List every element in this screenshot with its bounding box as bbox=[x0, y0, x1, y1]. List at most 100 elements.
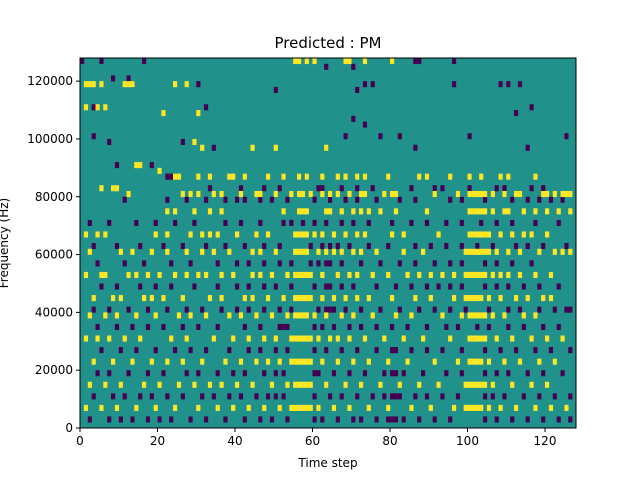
high-cell-132 bbox=[153, 231, 158, 238]
low-cell-368 bbox=[351, 416, 356, 423]
low-cell-16 bbox=[452, 81, 457, 88]
high-cell-267 bbox=[320, 295, 325, 302]
high-cell-327 bbox=[169, 335, 174, 342]
high-cell-115 bbox=[424, 208, 430, 215]
y-tick-label-2: 40000 bbox=[35, 305, 73, 319]
low-cell-336 bbox=[382, 393, 387, 400]
low-cell-96 bbox=[324, 219, 329, 226]
low-cell-29 bbox=[211, 144, 216, 151]
high-cell-289 bbox=[114, 312, 120, 319]
high-cell-191 bbox=[467, 248, 472, 255]
high-cell-275 bbox=[452, 295, 457, 302]
high-cell-162 bbox=[521, 231, 526, 238]
high-cell-328 bbox=[184, 335, 189, 342]
high-cell-342 bbox=[335, 335, 340, 342]
high-cell-228 bbox=[347, 271, 352, 278]
low-cell-46 bbox=[320, 185, 325, 192]
high-cell-166 bbox=[118, 248, 123, 255]
high-cell-110 bbox=[351, 208, 356, 215]
high-cell-356 bbox=[529, 335, 534, 342]
high-cell-159 bbox=[486, 231, 492, 238]
high-cell-322 bbox=[83, 335, 89, 342]
high-cell-181 bbox=[316, 248, 321, 255]
low-cell-343 bbox=[455, 393, 461, 400]
low-cell-195 bbox=[107, 306, 112, 313]
high-cell-401 bbox=[207, 381, 213, 388]
low-cell-306 bbox=[401, 370, 406, 377]
low-cell-141 bbox=[188, 260, 193, 267]
low-cell-80 bbox=[537, 196, 542, 203]
high-cell-192 bbox=[471, 248, 476, 255]
high-cell-218 bbox=[258, 271, 263, 278]
high-cell-56 bbox=[111, 185, 116, 192]
y-tick-label-1: 20000 bbox=[35, 363, 73, 377]
high-cell-249 bbox=[91, 295, 96, 302]
low-cell-50 bbox=[409, 185, 414, 192]
low-cell-323 bbox=[200, 393, 205, 400]
high-cell-361 bbox=[130, 358, 135, 365]
high-cell-57 bbox=[114, 185, 120, 192]
high-cell-269 bbox=[343, 295, 348, 302]
low-cell-17 bbox=[498, 81, 503, 88]
high-cell-73 bbox=[328, 190, 333, 198]
low-cell-121 bbox=[320, 243, 325, 250]
low-cell-253 bbox=[521, 323, 526, 331]
high-cell-197 bbox=[494, 248, 499, 255]
high-cell-161 bbox=[510, 231, 515, 238]
low-cell-124 bbox=[347, 243, 352, 250]
high-cell-306 bbox=[339, 312, 344, 319]
high-cell-194 bbox=[479, 248, 484, 255]
high-cell-290 bbox=[134, 312, 139, 319]
high-cell-350 bbox=[471, 335, 476, 342]
low-cell-166 bbox=[138, 283, 143, 290]
low-cell-58 bbox=[122, 196, 127, 203]
high-cell-465 bbox=[564, 404, 569, 411]
high-cell-297 bbox=[254, 312, 259, 319]
low-cell-338 bbox=[393, 393, 399, 400]
high-cell-171 bbox=[200, 248, 205, 255]
low-cell-161 bbox=[494, 260, 499, 267]
high-cell-200 bbox=[537, 248, 542, 255]
high-cell-450 bbox=[366, 404, 371, 411]
high-cell-244 bbox=[498, 271, 503, 278]
high-cell-291 bbox=[153, 312, 158, 319]
low-cell-125 bbox=[366, 243, 371, 250]
low-cell-142 bbox=[215, 260, 220, 267]
low-cell-191 bbox=[521, 283, 526, 290]
low-cell-266 bbox=[273, 347, 278, 354]
low-cell-131 bbox=[475, 243, 480, 250]
high-cell-38 bbox=[281, 173, 286, 180]
high-cell-458 bbox=[475, 404, 480, 411]
high-cell-44 bbox=[355, 173, 360, 180]
low-cell-365 bbox=[312, 416, 317, 423]
low-cell-217 bbox=[448, 306, 453, 313]
high-cell-106 bbox=[304, 208, 309, 215]
high-cell-1 bbox=[87, 81, 92, 88]
plot-frame bbox=[79, 57, 577, 429]
high-cell-279 bbox=[475, 295, 480, 302]
high-cell-31 bbox=[176, 173, 182, 180]
high-cell-29 bbox=[157, 167, 162, 174]
low-cell-285 bbox=[95, 370, 100, 377]
low-cell-59 bbox=[165, 196, 170, 203]
high-cell-347 bbox=[421, 335, 426, 342]
low-cell-117 bbox=[242, 243, 247, 250]
low-cell-274 bbox=[393, 347, 399, 354]
low-cell-14 bbox=[362, 81, 368, 88]
high-cell-139 bbox=[254, 231, 259, 238]
low-cell-377 bbox=[448, 416, 453, 423]
low-cell-249 bbox=[455, 323, 461, 331]
low-cell-178 bbox=[328, 283, 333, 290]
high-cell-93 bbox=[545, 190, 550, 198]
low-cell-103 bbox=[444, 219, 449, 226]
low-cell-25 bbox=[529, 104, 534, 111]
high-cell-46 bbox=[386, 173, 391, 180]
low-cell-111 bbox=[114, 243, 120, 250]
high-cell-250 bbox=[111, 295, 116, 302]
low-cell-49 bbox=[370, 185, 375, 192]
high-cell-187 bbox=[374, 248, 379, 255]
high-cell-147 bbox=[331, 231, 337, 238]
high-cell-134 bbox=[188, 231, 193, 238]
low-cell-329 bbox=[273, 393, 278, 400]
low-cell-372 bbox=[390, 416, 395, 423]
